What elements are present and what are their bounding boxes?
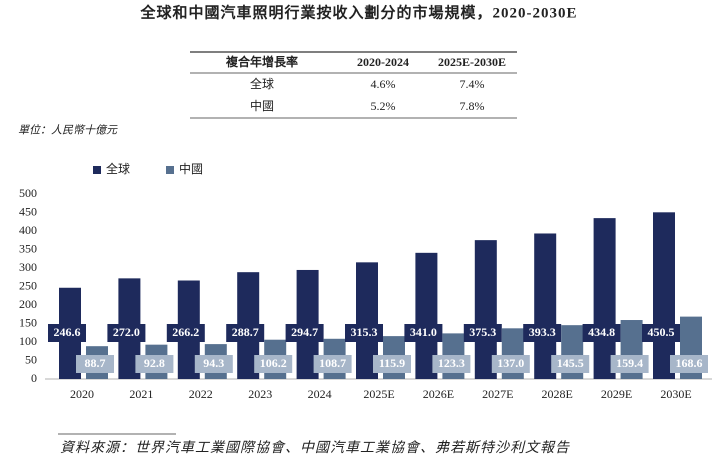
y-tick-label: 50 [25,352,37,366]
table-cell: 7.4% [460,77,485,91]
x-tick-label: 2025E [363,387,394,401]
source: 資料來源：世界汽車工業國際協會、中國汽車工業協會、弗若斯特沙利文報告 [60,440,570,456]
value-label-box [76,355,114,373]
value-label: 145.5 [557,356,584,370]
x-tick-label: 2022 [189,387,213,401]
value-label: 272.0 [113,325,140,339]
value-label: 434.8 [588,325,615,339]
value-label: 341.0 [410,325,437,339]
value-label-box [194,355,233,373]
legend-swatch [93,166,101,174]
value-label-box [670,355,708,373]
legend-label: 中國 [179,161,203,176]
y-tick-label: 400 [19,223,37,237]
x-tick-label: 2024 [308,387,332,401]
value-label-box [610,355,649,373]
unit-label: 單位：人民幣十億元 [18,124,118,137]
table-cell: 5.2% [371,99,396,113]
value-label: 108.7 [319,356,346,370]
y-tick-label: 300 [19,260,37,274]
value-label: 92.8 [144,356,165,370]
x-tick-label: 2023 [248,387,272,401]
value-label-box [226,324,265,342]
y-tick-label: 450 [19,204,37,218]
y-tick-label: 100 [19,334,37,348]
chart-title: 全球和中國汽車照明行業按收入劃分的市場規模，2020-2030E [139,3,577,21]
value-label: 94.3 [203,356,224,370]
value-label: 315.3 [351,325,378,339]
value-label-box [373,355,411,373]
x-tick-label: 2020 [70,387,94,401]
value-label: 294.7 [291,325,318,339]
value-label-box [491,355,530,373]
x-tick-label: 2030E [660,387,691,401]
y-tick-label: 150 [19,315,37,329]
value-label: 88.7 [85,356,106,370]
value-label-box [463,324,502,342]
value-label-box [523,324,562,342]
value-label: 266.2 [172,325,199,339]
value-label-box [135,355,174,373]
value-label: 123.3 [438,356,465,370]
bar [534,233,557,379]
y-tick-label: 500 [19,186,37,200]
x-tick-label: 2028E [542,387,573,401]
value-label: 450.5 [648,325,675,339]
value-label-box [551,355,590,373]
value-label-box [345,324,383,342]
value-label-box [107,324,146,342]
bar [356,262,378,379]
value-label: 246.6 [54,325,81,339]
value-label-box [642,324,680,342]
value-label-box [404,324,443,342]
table-cell: 全球 [250,76,274,91]
y-tick-label: 200 [19,297,37,311]
legend-label: 全球 [106,161,130,176]
value-label: 168.6 [676,356,703,370]
x-tick-label: 2026E [423,387,454,401]
x-tick-label: 2029E [601,387,632,401]
bar [593,218,616,379]
value-label: 106.2 [260,356,287,370]
y-tick-label: 0 [31,371,37,385]
x-tick-label: 2021 [129,387,153,401]
bar [653,212,675,379]
value-label-box [48,324,86,342]
value-label-box [432,355,471,373]
table-header: 複合年增長率 [225,54,298,69]
value-label-box [313,355,352,373]
value-label: 159.4 [616,356,643,370]
bar [415,252,438,379]
y-tick-label: 350 [19,241,37,255]
value-label-box [285,324,324,342]
value-label: 115.9 [379,356,405,370]
value-label-box [582,324,621,342]
x-tick-label: 2027E [482,387,513,401]
y-tick-label: 250 [19,278,37,292]
table-cell: 中國 [250,98,274,113]
value-label: 137.0 [497,356,524,370]
value-label-box [254,355,293,373]
value-label: 375.3 [469,325,496,339]
bar [474,240,497,379]
value-label-box [166,324,205,342]
value-label: 393.3 [529,325,556,339]
table-header: 2020-2024 [357,55,409,69]
value-label: 288.7 [232,325,259,339]
table-cell: 7.8% [460,99,485,113]
table-cell: 4.6% [371,77,396,91]
table-header: 2025E-2030E [438,55,506,69]
legend-swatch [166,166,174,174]
